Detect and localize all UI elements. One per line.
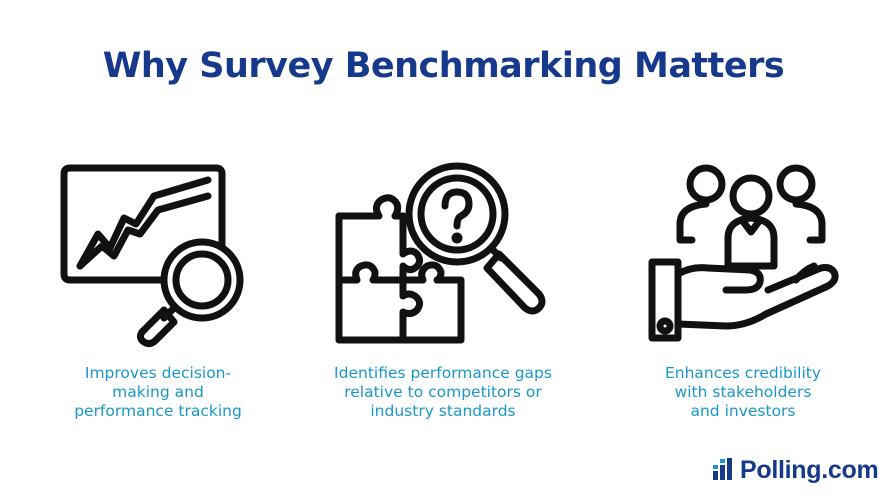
brand-logo: Polling.com (712, 455, 879, 486)
caption-line: with stakeholders (674, 383, 812, 401)
caption-line: performance tracking (74, 402, 242, 420)
caption-line: and investors (690, 402, 796, 420)
caption-2: Identifies performance gaps relative to … (303, 364, 583, 421)
caption-line: Identifies performance gaps (334, 364, 552, 382)
chart-magnifier-icon (58, 162, 258, 352)
polling-logo-icon (712, 455, 734, 486)
caption-line: Improves decision- (84, 364, 232, 382)
caption-1: Improves decision- making and performanc… (28, 364, 288, 421)
caption-line: industry standards (370, 402, 516, 420)
puzzle-question-magnifier-icon (333, 162, 558, 352)
brand-name: Polling.com (740, 456, 879, 484)
caption-line: making and (112, 383, 204, 401)
caption-line: Enhances credibility (664, 364, 822, 382)
hand-people-icon (646, 162, 846, 352)
page-title: Why Survey Benchmarking Matters (102, 46, 785, 86)
caption-3: Enhances credibility with stakeholders a… (608, 364, 878, 421)
caption-line: relative to competitors or (344, 383, 542, 401)
